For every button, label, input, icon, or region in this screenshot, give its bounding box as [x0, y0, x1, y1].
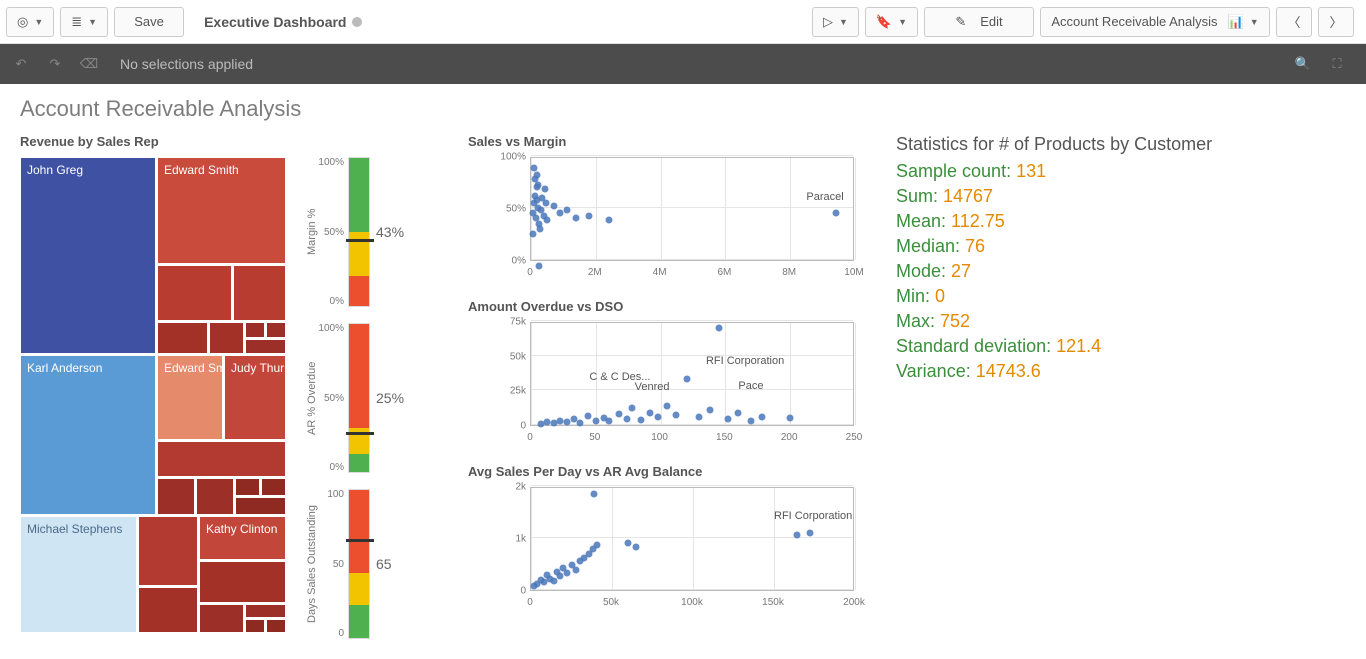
gauge-value: 25%	[370, 323, 406, 473]
gauge-bar	[348, 157, 370, 307]
gauge-axis: 100500	[322, 489, 348, 639]
scatter-annotation: RFI Corporation	[774, 510, 852, 522]
scatter-chart[interactable]: 050k100k150k200k01k2kRFI Corporation	[500, 487, 862, 617]
stats-title: Statistics for # of Products by Customer	[896, 134, 1266, 155]
edit-label: Edit	[980, 14, 1002, 29]
treemap-cell[interactable]	[233, 265, 286, 321]
scatter-annotation: Pace	[738, 380, 763, 392]
page-title: Account Receivable Analysis	[20, 96, 1346, 122]
treemap-cell[interactable]: John Greg	[20, 157, 156, 354]
gauge-axis: 100%50%0%	[322, 157, 348, 307]
treemap-cell[interactable]	[245, 322, 265, 338]
undo-icon[interactable]: ↶	[8, 51, 34, 77]
clear-selection-icon[interactable]: ⌫	[76, 51, 102, 77]
treemap-cell[interactable]	[157, 478, 195, 515]
stat-row: Max: 752	[896, 311, 1266, 332]
treemap-cell[interactable]	[266, 322, 286, 338]
treemap-cell[interactable]	[235, 478, 260, 496]
treemap-cell[interactable]	[245, 604, 286, 618]
treemap-cell[interactable]	[266, 619, 286, 633]
stat-row: Mean: 112.75	[896, 211, 1266, 232]
sheet-selector[interactable]: Account Receivable Analysis 📊 ▼	[1040, 7, 1270, 37]
gauge-axis: 100%50%0%	[322, 323, 348, 473]
scatter-block: Amount Overdue vs DSO 050100150200250025k…	[468, 299, 868, 452]
treemap-cell[interactable]	[157, 265, 232, 321]
nav-compass-button[interactable]: ◎▼	[6, 7, 54, 37]
treemap-cell[interactable]: Karl Anderson	[20, 355, 156, 515]
treemap-cell[interactable]: Judy Thurman	[224, 355, 286, 440]
treemap-cell[interactable]: Kathy Clinton	[199, 516, 286, 560]
gauge-label: Margin %	[306, 157, 322, 307]
chart-icon: 📊	[1228, 14, 1244, 30]
edit-button[interactable]: ✎ Edit	[924, 7, 1034, 37]
page-body: Account Receivable Analysis Revenue by S…	[0, 84, 1366, 659]
scatter-annotation: Venred	[635, 381, 670, 393]
gauge-value: 43%	[370, 157, 406, 307]
scatter-title: Amount Overdue vs DSO	[468, 299, 868, 314]
expand-icon[interactable]: ⛶	[1324, 51, 1350, 77]
stat-row: Standard deviation: 121.4	[896, 336, 1266, 357]
treemap-cell[interactable]	[157, 322, 208, 354]
scatter-chart[interactable]: 050100150200250025k50k75kC & C Des...Ven…	[500, 322, 862, 452]
selection-bar: ↶ ↷ ⌫ No selections applied 🔍 ⛶	[0, 44, 1366, 84]
dashboard-title: Executive Dashboard	[204, 14, 362, 30]
scatter-chart[interactable]: 02M4M6M8M10M0%50%100%Paracel	[500, 157, 862, 287]
gauge-bar	[348, 489, 370, 639]
redo-icon[interactable]: ↷	[42, 51, 68, 77]
gauge-bar	[348, 323, 370, 473]
stat-row: Sum: 14767	[896, 186, 1266, 207]
scatter-block: Avg Sales Per Day vs AR Avg Balance 050k1…	[468, 464, 868, 617]
present-button[interactable]: ▷▼	[812, 7, 859, 37]
next-sheet-button[interactable]: 〉	[1318, 7, 1354, 37]
stat-row: Variance: 14743.6	[896, 361, 1266, 382]
treemap-cell[interactable]	[199, 561, 286, 603]
top-toolbar: ◎▼ ≣▼ Save Executive Dashboard ▷▼ 🔖▼ ✎ E…	[0, 0, 1366, 44]
menu-list-button[interactable]: ≣▼	[60, 7, 108, 37]
search-icon[interactable]: 🔍	[1290, 51, 1316, 77]
treemap-cell[interactable]	[209, 322, 244, 354]
treemap-cell[interactable]	[199, 604, 244, 633]
scatter-title: Sales vs Margin	[468, 134, 868, 149]
scatter-title: Avg Sales Per Day vs AR Avg Balance	[468, 464, 868, 479]
prev-sheet-button[interactable]: 〈	[1276, 7, 1312, 37]
right-column: Statistics for # of Products by Customer…	[896, 134, 1266, 639]
gauge[interactable]: Days Sales Outstanding100500 65	[306, 489, 436, 639]
gauge-label: Days Sales Outstanding	[306, 489, 322, 639]
treemap-cell[interactable]: Edward Smith	[157, 355, 223, 440]
stat-row: Sample count: 131	[896, 161, 1266, 182]
treemap-cell[interactable]	[261, 478, 286, 496]
stat-row: Min: 0	[896, 286, 1266, 307]
gauge[interactable]: Margin %100%50%0% 43%	[306, 157, 436, 307]
gauge-value: 65	[370, 489, 406, 639]
pencil-icon: ✎	[955, 14, 966, 30]
stat-row: Mode: 27	[896, 261, 1266, 282]
middle-column: Sales vs Margin 02M4M6M8M10M0%50%100%Para…	[468, 134, 868, 639]
stat-row: Median: 76	[896, 236, 1266, 257]
dashboard-title-text: Executive Dashboard	[204, 14, 346, 30]
treemap-title: Revenue by Sales Rep	[20, 134, 440, 149]
bookmark-button[interactable]: 🔖▼	[865, 7, 918, 37]
gauge-label: AR % Overdue	[306, 323, 322, 473]
treemap-cell[interactable]	[245, 339, 286, 354]
treemap-cell[interactable]: Edward Smith	[157, 157, 286, 264]
save-button[interactable]: Save	[114, 7, 184, 37]
status-dot-icon	[352, 17, 362, 27]
scatter-annotation: RFI Corporation	[706, 355, 784, 367]
scatter-annotation: Paracel	[806, 191, 843, 203]
stats-list: Sample count: 131 Sum: 14767 Mean: 112.75 M…	[896, 161, 1266, 382]
scatter-block: Sales vs Margin 02M4M6M8M10M0%50%100%Para…	[468, 134, 868, 287]
gauges-panel: Margin %100%50%0% 43% AR % Overdue100%50%0…	[306, 157, 436, 639]
selection-text: No selections applied	[120, 56, 253, 72]
left-column: Revenue by Sales Rep John GregEdward Smi…	[20, 134, 440, 639]
treemap-cell[interactable]	[138, 516, 198, 586]
sheet-name: Account Receivable Analysis	[1051, 14, 1217, 29]
treemap-cell[interactable]	[196, 478, 234, 515]
gauge[interactable]: AR % Overdue100%50%0% 25%	[306, 323, 436, 473]
treemap-cell[interactable]	[157, 441, 286, 477]
treemap-cell[interactable]	[138, 587, 198, 633]
treemap-cell[interactable]	[245, 619, 265, 633]
treemap-chart[interactable]: John GregEdward SmithKarl AndersonEdward…	[20, 157, 286, 633]
treemap-cell[interactable]	[235, 497, 286, 515]
treemap-cell[interactable]: Michael Stephens	[20, 516, 137, 633]
